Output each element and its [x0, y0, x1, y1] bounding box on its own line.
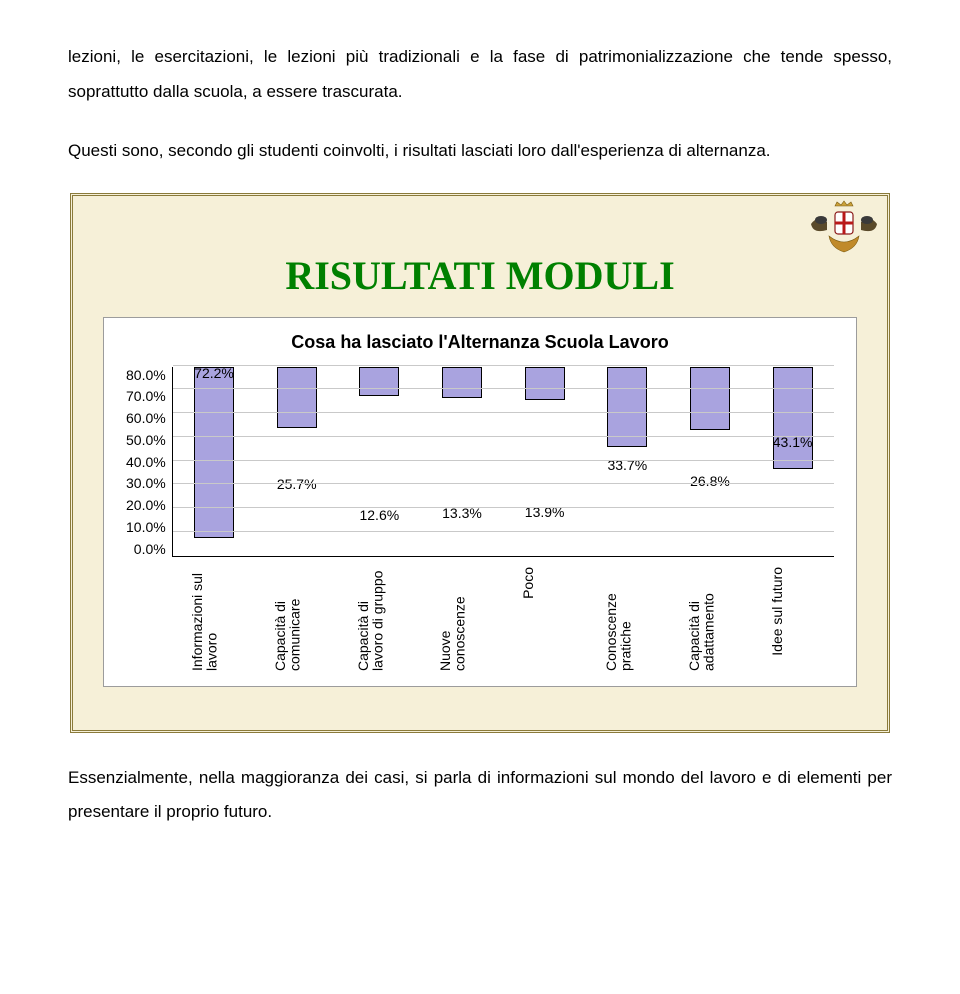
- bar-value-label: 72.2%: [194, 365, 234, 381]
- y-tick: 0.0%: [126, 541, 166, 557]
- paragraph-1: lezioni, le esercitazioni, le lezioni pi…: [68, 40, 892, 110]
- gridline: [173, 483, 834, 484]
- y-tick: 30.0%: [126, 475, 166, 491]
- x-label: Informazioni sul lavoro: [190, 567, 236, 671]
- gridline: [173, 531, 834, 532]
- y-tick: 10.0%: [126, 519, 166, 535]
- bar-slot: 43.1%: [751, 367, 834, 556]
- x-label: Capacità di adattamento: [687, 567, 733, 671]
- chart-box: Cosa ha lasciato l'Alternanza Scuola Lav…: [103, 317, 857, 687]
- bar: [525, 367, 565, 400]
- x-label: Conoscenze pratiche: [604, 567, 650, 671]
- bar: [359, 367, 399, 397]
- gridline: [173, 412, 834, 413]
- bar-slot: 13.3%: [421, 367, 504, 556]
- bar: [442, 367, 482, 399]
- x-label: Poco: [521, 567, 567, 599]
- slide-frame: RISULTATI MODULI Cosa ha lasciato l'Alte…: [70, 193, 890, 733]
- bar-slot: 12.6%: [338, 367, 421, 556]
- bar: [607, 367, 647, 447]
- x-label: Capacità di lavoro di gruppo: [356, 567, 402, 671]
- bar-value-label: 13.9%: [525, 504, 565, 520]
- x-slot: Conoscenze pratiche: [586, 557, 669, 671]
- x-slot: Nuove conoscenze: [420, 557, 503, 671]
- gridline: [173, 388, 834, 389]
- y-tick: 40.0%: [126, 454, 166, 470]
- x-label: Capacità di comunicare: [273, 567, 319, 671]
- y-axis: 80.0% 70.0% 60.0% 50.0% 40.0% 30.0% 20.0% 10.0%…: [126, 367, 172, 557]
- x-slot: Capacità di lavoro di gruppo: [337, 557, 420, 671]
- bar-value-label: 12.6%: [359, 507, 399, 523]
- bar-slot: 33.7%: [586, 367, 669, 556]
- x-slot: Idee sul futuro: [751, 557, 834, 656]
- gridline: [173, 460, 834, 461]
- x-label: Idee sul futuro: [770, 567, 816, 656]
- chart-body: 80.0% 70.0% 60.0% 50.0% 40.0% 30.0% 20.0% 10.0%…: [126, 367, 834, 674]
- x-slot: Capacità di adattamento: [668, 557, 751, 671]
- bar-value-label: 26.8%: [690, 473, 730, 489]
- crest-image: [807, 200, 881, 260]
- x-label: Nuove conoscenze: [438, 567, 484, 671]
- x-slot: Poco: [503, 557, 586, 599]
- gridline: [173, 507, 834, 508]
- y-tick: 60.0%: [126, 410, 166, 426]
- chart-title: Cosa ha lasciato l'Alternanza Scuola Lav…: [126, 332, 834, 353]
- x-slot: Informazioni sul lavoro: [172, 557, 255, 671]
- bar: [690, 367, 730, 431]
- slide-title: RISULTATI MODULI: [91, 252, 869, 299]
- bar-slot: 72.2%: [173, 367, 256, 556]
- paragraph-3: Essenzialmente, nella maggioranza dei ca…: [68, 761, 892, 831]
- plot-area: 72.2% 25.7% 12.6% 13.3% 13.9% 33.7% 26.8% 43.1%: [172, 367, 834, 557]
- gridline: [173, 436, 834, 437]
- bar: [277, 367, 317, 428]
- gridline: [173, 365, 834, 366]
- paragraph-2: Questi sono, secondo gli studenti coinvo…: [68, 134, 892, 169]
- y-tick: 80.0%: [126, 367, 166, 383]
- y-tick: 70.0%: [126, 388, 166, 404]
- y-tick: 20.0%: [126, 497, 166, 513]
- bar-slot: 26.8%: [669, 367, 752, 556]
- bar-slot: 13.9%: [503, 367, 586, 556]
- x-axis: Informazioni sul lavoroCapacità di comun…: [172, 557, 834, 667]
- bar: [773, 367, 813, 469]
- bar-slot: 25.7%: [255, 367, 338, 556]
- y-tick: 50.0%: [126, 432, 166, 448]
- x-slot: Capacità di comunicare: [254, 557, 337, 671]
- bar: [194, 367, 234, 538]
